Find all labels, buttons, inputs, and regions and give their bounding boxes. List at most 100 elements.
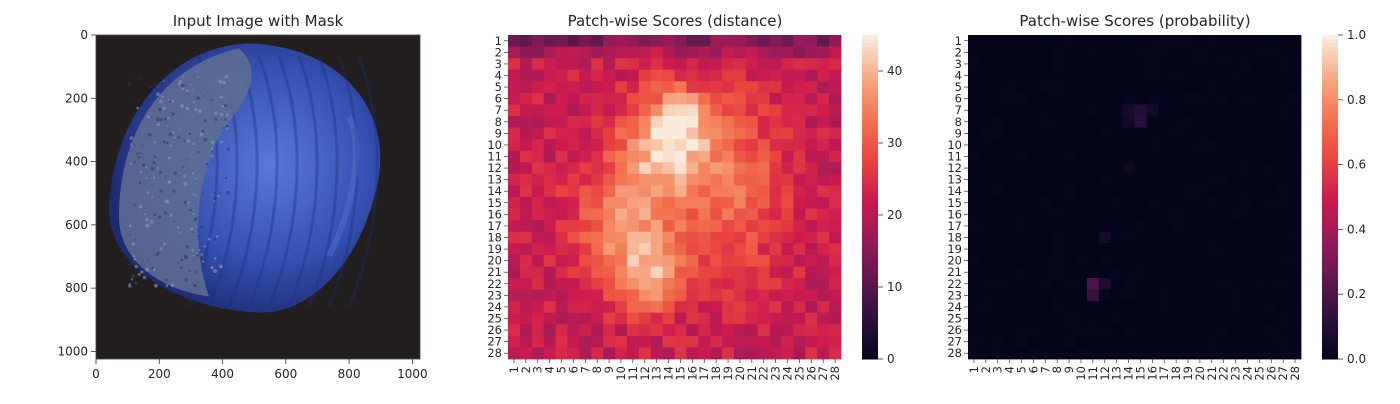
input-image	[96, 35, 420, 359]
heatmap-cell	[519, 162, 533, 175]
heatmap-cell	[745, 127, 759, 140]
heatmap-cell	[781, 254, 794, 267]
defect-texture	[192, 193, 195, 196]
heatmap-cell	[555, 266, 568, 279]
heatmap-cell	[757, 69, 771, 82]
heatmap-cell	[1241, 162, 1254, 175]
defect-texture	[211, 284, 215, 288]
heatmap-cell	[1158, 324, 1171, 337]
defect-texture	[205, 162, 209, 166]
panel1-title: Input Image with Mask	[173, 12, 344, 30]
heatmap-cell	[1146, 278, 1159, 290]
heatmap-cell	[555, 185, 568, 198]
defect-texture	[189, 208, 192, 212]
heatmap-cell	[1063, 162, 1076, 175]
heatmap-cell	[1122, 208, 1135, 221]
heatmap-cell	[1039, 173, 1052, 186]
heatmap-cell	[1086, 35, 1100, 47]
heatmap-cell	[1241, 127, 1254, 140]
heatmap-cell	[991, 208, 1005, 221]
heatmap-cell	[626, 335, 640, 348]
heatmap-cell	[968, 266, 981, 279]
heatmap-cell	[1015, 266, 1028, 279]
heatmap-cell	[1277, 150, 1290, 163]
y-tick-label: 22	[487, 277, 502, 291]
heatmap-cell	[1146, 301, 1159, 314]
heatmap-cell	[979, 104, 993, 117]
colorbar-segment	[862, 253, 878, 259]
colorbar-segment	[1322, 350, 1338, 356]
defect-texture	[203, 119, 207, 123]
colorbar-segment	[862, 314, 878, 319]
heatmap-cell	[555, 116, 568, 128]
heatmap-cell	[1122, 173, 1135, 186]
defect-texture	[133, 101, 136, 104]
heatmap-cell	[1039, 162, 1052, 175]
colorbar-segment	[862, 99, 878, 105]
heatmap-cell	[638, 69, 652, 82]
colorbar-segment	[862, 257, 878, 263]
heatmap-cell	[1039, 289, 1052, 302]
colorbar-segment	[862, 286, 878, 291]
y-tick-label: 5	[955, 80, 962, 94]
defect-texture	[153, 213, 157, 217]
heatmap-cell	[1134, 220, 1147, 233]
heatmap-cell	[1158, 231, 1171, 244]
heatmap-cell	[829, 173, 842, 186]
heatmap-cell	[829, 92, 842, 105]
y-tick-label: 7	[495, 103, 502, 117]
heatmap-cell	[829, 208, 842, 221]
heatmap-cell	[817, 231, 830, 244]
defect-texture	[166, 125, 169, 127]
heatmap-cell	[531, 139, 545, 152]
defect-texture	[131, 118, 134, 121]
heatmap-cell	[733, 92, 747, 105]
heatmap-cell	[968, 243, 981, 256]
heatmap-cell	[1146, 104, 1159, 117]
heatmap-cell	[1289, 289, 1302, 302]
heatmap-cell	[626, 127, 640, 140]
heatmap-cell	[567, 335, 580, 348]
defect-texture	[132, 143, 135, 146]
heatmap-cell	[603, 81, 616, 94]
heatmap-cell	[817, 69, 830, 82]
heatmap-cell	[829, 139, 842, 152]
heatmap-cell	[508, 243, 521, 256]
colorbar-segment	[862, 213, 878, 218]
colorbar-segment	[1322, 241, 1338, 247]
heatmap-cell	[968, 162, 981, 175]
heatmap-cell	[1265, 162, 1278, 175]
heatmap-cell	[757, 324, 771, 337]
y-tick-label: 24	[947, 300, 962, 314]
defect-texture	[173, 220, 176, 223]
defect-texture	[211, 140, 215, 144]
heatmap-cell	[745, 162, 759, 175]
heatmap-cell	[968, 301, 981, 314]
heatmap-cell	[722, 208, 735, 221]
heatmap-cell	[968, 197, 981, 209]
heatmap-cell	[508, 185, 521, 198]
heatmap-cell	[615, 197, 628, 209]
heatmap-cell	[1217, 81, 1231, 94]
colorbar-segment	[1322, 310, 1338, 315]
y-tick-label: 10	[947, 138, 962, 152]
heatmap-cell	[650, 231, 663, 244]
heatmap-cell	[1182, 243, 1195, 256]
heatmap-cell	[1277, 220, 1290, 233]
heatmap-cell	[591, 69, 604, 82]
defect-texture	[177, 82, 181, 86]
heatmap-cell	[1193, 81, 1207, 94]
heatmap-cell	[1229, 220, 1242, 233]
defect-texture	[195, 177, 197, 180]
heatmap-cell	[1027, 220, 1040, 233]
heatmap-cell	[579, 185, 592, 198]
heatmap-cell	[519, 185, 533, 198]
colorbar-segment	[1322, 245, 1338, 251]
heatmap-cell	[793, 69, 806, 82]
heatmap-cell	[793, 231, 806, 244]
heatmap-cell	[1253, 208, 1266, 221]
heatmap-cell	[1253, 162, 1266, 175]
heatmap-cell	[686, 69, 699, 82]
heatmap-cell	[591, 347, 604, 360]
colorbar-segment	[1322, 91, 1338, 97]
